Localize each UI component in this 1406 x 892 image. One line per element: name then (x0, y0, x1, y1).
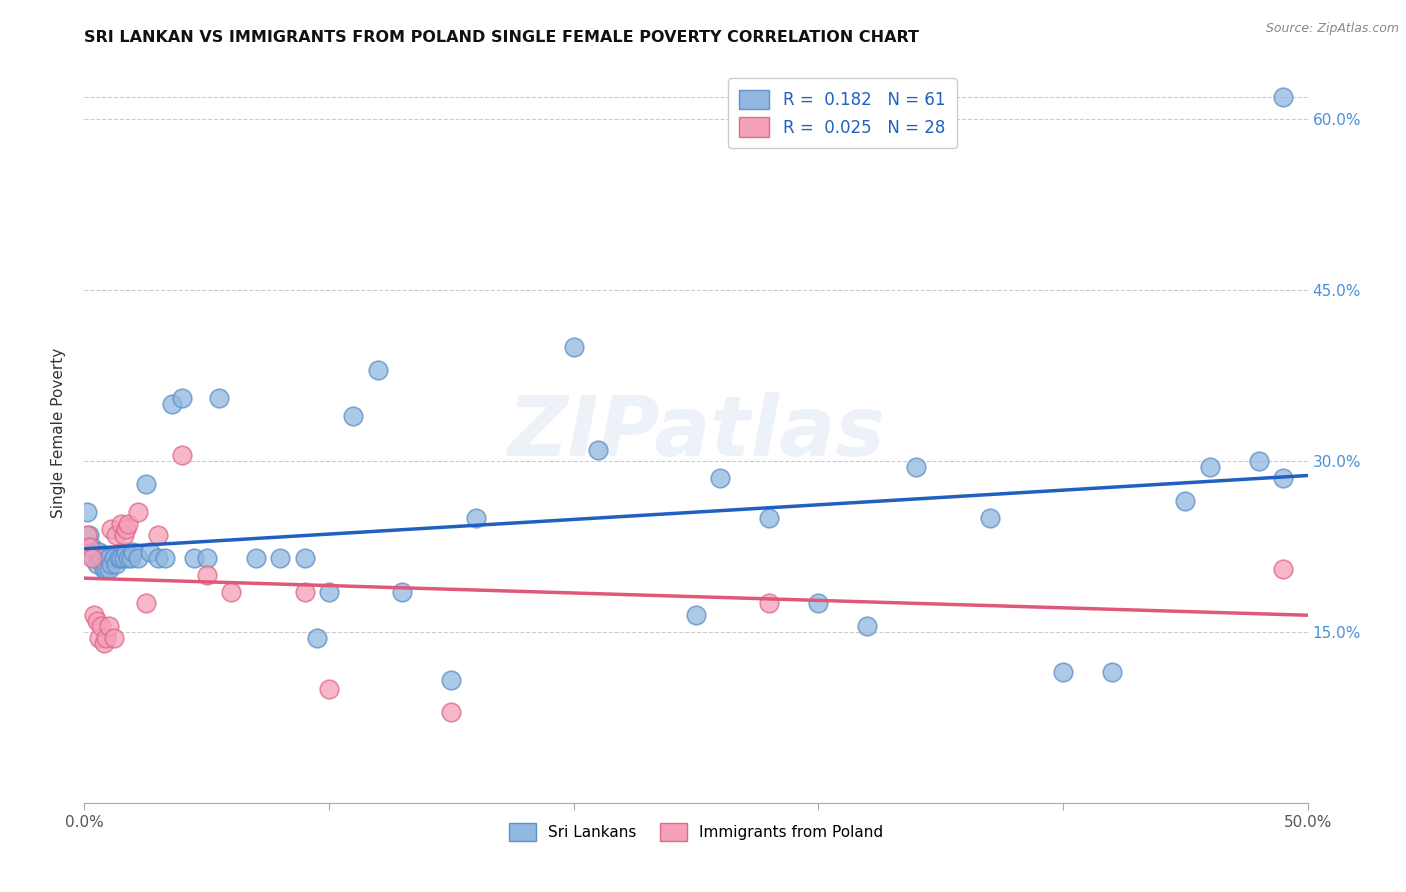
Point (86, 545, 108, 559)
Point (342, 409, 364, 423)
Point (97, 562, 120, 576)
Point (117, 516, 139, 531)
Point (146, 550, 169, 565)
Point (122, 545, 145, 559)
Point (856, 619, 879, 633)
Point (1198, 459, 1220, 474)
Point (1101, 665, 1123, 679)
Point (86, 614, 108, 628)
Point (685, 607, 707, 622)
Point (93, 557, 115, 571)
Point (93, 636, 115, 650)
Point (86, 557, 108, 571)
Point (97, 550, 120, 565)
Point (115, 523, 138, 537)
Point (112, 550, 135, 565)
Point (77, 540, 100, 554)
Point (562, 340, 585, 354)
Point (96, 631, 118, 645)
Point (87, 631, 110, 645)
Point (100, 523, 122, 537)
Point (464, 511, 486, 525)
Point (807, 597, 830, 611)
Point (77, 528, 100, 542)
Point (183, 550, 205, 565)
Point (269, 550, 291, 565)
Point (195, 550, 218, 565)
Point (96, 557, 118, 571)
Point (162, 397, 184, 411)
Point (135, 597, 157, 611)
Point (103, 631, 125, 645)
Text: ZIPatlas: ZIPatlas (508, 392, 884, 473)
Point (127, 550, 149, 565)
Point (93, 562, 115, 576)
Point (1272, 562, 1295, 576)
Point (1174, 494, 1197, 508)
Point (120, 550, 142, 565)
Point (1247, 454, 1270, 468)
Point (294, 585, 316, 599)
Point (90, 619, 112, 633)
Point (758, 511, 780, 525)
Point (117, 550, 139, 565)
Legend: Sri Lankans, Immigrants from Poland: Sri Lankans, Immigrants from Poland (502, 817, 890, 847)
Point (100, 557, 122, 571)
Point (103, 550, 125, 565)
Point (367, 363, 389, 377)
Point (1272, 471, 1295, 485)
Point (208, 392, 231, 406)
Point (758, 597, 780, 611)
Point (245, 550, 267, 565)
Point (1052, 665, 1074, 679)
Point (195, 568, 218, 582)
Point (83, 607, 105, 622)
Point (97, 619, 120, 633)
Point (1272, 89, 1295, 103)
Point (80, 550, 103, 565)
Point (127, 505, 149, 519)
Point (440, 673, 463, 687)
Point (105, 528, 128, 542)
Point (172, 392, 194, 406)
Y-axis label: Single Female Poverty: Single Female Poverty (51, 348, 66, 517)
Point (139, 545, 162, 559)
Point (979, 511, 1001, 525)
Point (905, 459, 928, 474)
Point (76, 528, 98, 542)
Point (153, 550, 176, 565)
Point (391, 585, 413, 599)
Point (305, 631, 328, 645)
Point (87, 545, 110, 559)
Point (105, 557, 128, 571)
Point (107, 550, 129, 565)
Point (112, 528, 135, 542)
Point (110, 550, 132, 565)
Point (586, 442, 609, 457)
Point (83, 550, 105, 565)
Point (80, 540, 103, 554)
Point (90, 550, 112, 565)
Point (318, 585, 340, 599)
Text: SRI LANKAN VS IMMIGRANTS FROM POLAND SINGLE FEMALE POVERTY CORRELATION CHART: SRI LANKAN VS IMMIGRANTS FROM POLAND SIN… (84, 29, 920, 45)
Point (115, 545, 138, 559)
Point (146, 528, 169, 542)
Point (294, 550, 316, 565)
Point (440, 705, 463, 719)
Point (96, 562, 118, 576)
Point (135, 476, 157, 491)
Text: Source: ZipAtlas.com: Source: ZipAtlas.com (1265, 22, 1399, 36)
Point (110, 516, 132, 531)
Point (709, 471, 731, 485)
Point (87, 550, 110, 565)
Point (219, 585, 242, 599)
Point (76, 505, 98, 519)
Point (172, 449, 194, 463)
Point (318, 681, 340, 696)
